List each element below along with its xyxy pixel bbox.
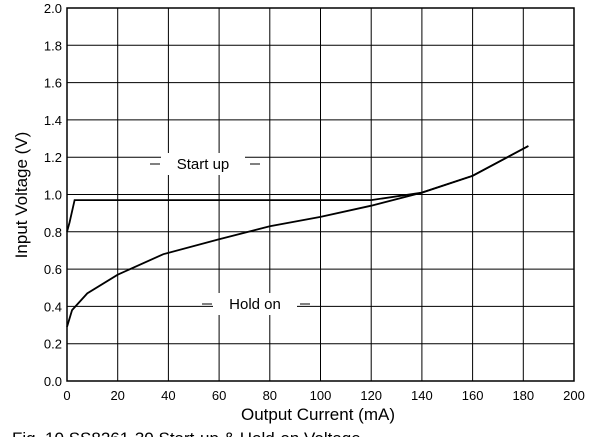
x-axis-label: Output Current (mA) (241, 405, 395, 424)
y-tick-label: 0.4 (44, 299, 62, 314)
y-axis-label: Input Voltage (V) (12, 132, 31, 259)
x-tick-label: 120 (360, 388, 382, 403)
x-tick-label: 20 (110, 388, 124, 403)
x-tick-label: 180 (512, 388, 534, 403)
y-tick-label: 0.2 (44, 337, 62, 352)
y-tick-label: 1.0 (44, 188, 62, 203)
annotation: Start up (177, 156, 230, 173)
annotation-bg (213, 293, 297, 315)
series-line (66, 145, 529, 233)
x-tick-label: 60 (212, 388, 226, 403)
x-tick-label: 0 (63, 388, 70, 403)
y-tick-label: 2.0 (44, 1, 62, 16)
annotation: Hold on (229, 296, 281, 313)
y-tick-label: 0.0 (44, 374, 62, 389)
x-tick-label: 160 (462, 388, 484, 403)
y-tick-label: 0.6 (44, 262, 62, 277)
y-tick-label: 1.8 (44, 38, 62, 53)
x-tick-label: 40 (161, 388, 175, 403)
y-tick-label: 1.2 (44, 150, 62, 165)
x-tick-label: 100 (310, 388, 332, 403)
x-tick-label: 140 (411, 388, 433, 403)
annotation-bg (161, 153, 245, 175)
y-tick-label: 0.8 (44, 225, 62, 240)
x-tick-label: 80 (263, 388, 277, 403)
series-line (66, 145, 529, 328)
caption: Fig. 10 SS8261-30 Start-up & Hold-on Vol… (12, 429, 361, 437)
y-tick-label: 1.6 (44, 76, 62, 91)
y-tick-label: 1.4 (44, 113, 62, 128)
x-tick-label: 200 (563, 388, 585, 403)
plot-frame (66, 7, 575, 382)
